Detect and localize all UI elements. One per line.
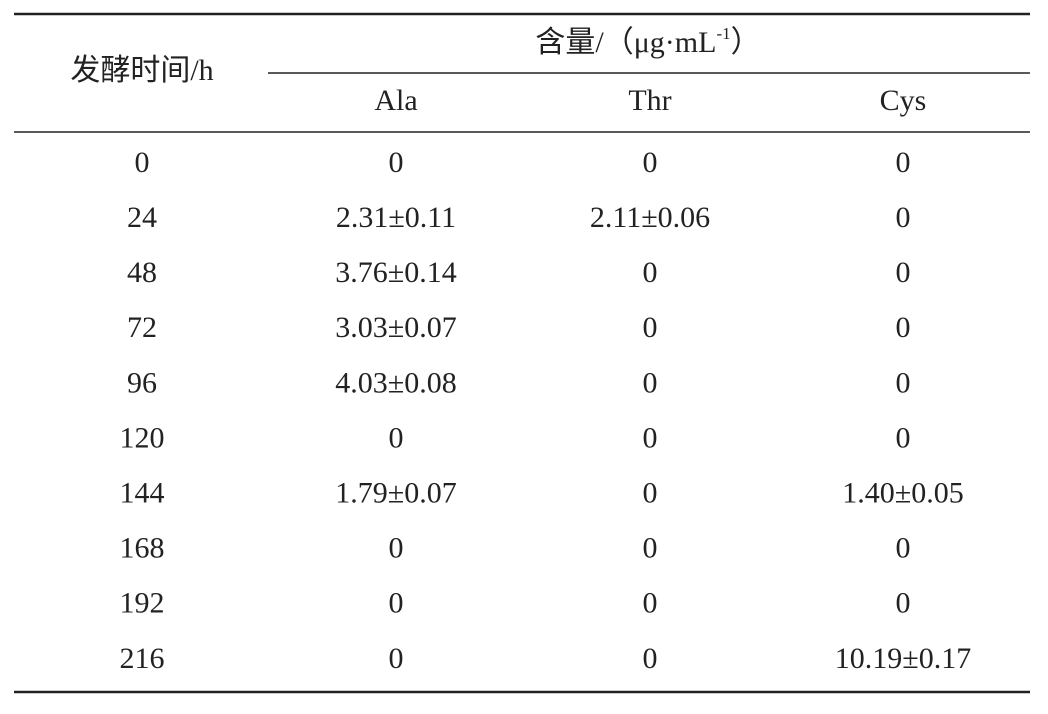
column-header: Ala (374, 84, 417, 117)
group-header-text: 含量/（μg·mL (535, 26, 716, 59)
cell: 0 (389, 532, 404, 565)
row-label: 48 (127, 256, 157, 289)
cell: 1.40±0.05 (842, 476, 963, 509)
cell: 0 (643, 256, 658, 289)
row-label: 216 (120, 642, 165, 675)
row-label: 72 (127, 311, 157, 344)
cell: 0 (643, 642, 658, 675)
row-header: 发酵时间/h (70, 54, 213, 87)
cell: 1.79±0.07 (335, 476, 456, 509)
cell: 0 (643, 421, 658, 454)
cell: 0 (643, 476, 658, 509)
cell: 0 (389, 642, 404, 675)
column-header: Thr (628, 84, 671, 117)
cell: 0 (896, 532, 911, 565)
cell: 3.03±0.07 (335, 311, 456, 344)
cell: 0 (896, 366, 911, 399)
cell: 0 (896, 421, 911, 454)
cell: 0 (896, 201, 911, 234)
cell: 0 (896, 256, 911, 289)
row-label: 144 (120, 476, 165, 509)
cell: 0 (643, 587, 658, 620)
row-label: 96 (127, 366, 157, 399)
group-header-close: ） (731, 26, 761, 59)
cell: 0 (643, 366, 658, 399)
cell: 0 (643, 146, 658, 179)
cell: 0 (896, 311, 911, 344)
cell: 0 (389, 587, 404, 620)
cell: 2.11±0.06 (590, 201, 710, 234)
row-label: 168 (120, 532, 165, 565)
cell: 0 (896, 146, 911, 179)
group-header-superscript: -1 (716, 24, 730, 43)
cell: 0 (389, 421, 404, 454)
cell: 10.19±0.17 (835, 642, 971, 675)
cell: 0 (643, 532, 658, 565)
row-label: 0 (135, 146, 150, 179)
column-header: Cys (880, 84, 927, 117)
row-label: 120 (120, 421, 165, 454)
cell: 0 (896, 587, 911, 620)
cell: 2.31±0.11 (336, 201, 456, 234)
row-label: 192 (120, 587, 165, 620)
group-header: 含量/（μg·mL-1） (535, 24, 760, 59)
cell: 3.76±0.14 (335, 256, 456, 289)
cell: 4.03±0.08 (335, 366, 456, 399)
row-label: 24 (127, 201, 157, 234)
cell: 0 (389, 146, 404, 179)
cell: 0 (643, 311, 658, 344)
